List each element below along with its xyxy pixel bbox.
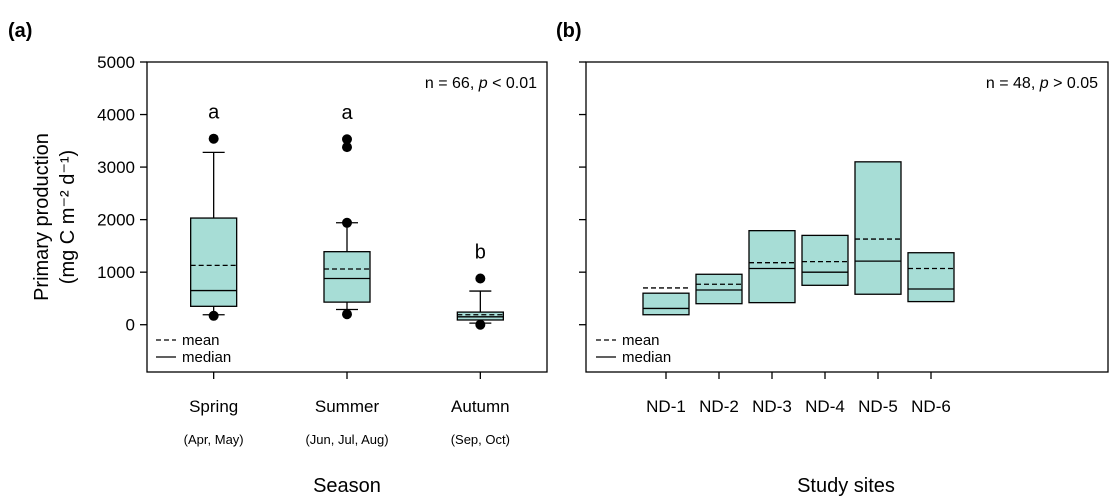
panel-a-label: (a) [8,20,32,42]
panel-a-x-title: Season [313,475,381,497]
y-tick-label: 1000 [97,263,135,282]
panel-b-stat-text: n = 48, p > 0.05 [986,75,1098,92]
y-tick-label: 5000 [97,53,135,72]
outlier-point [342,134,352,145]
x-sublabel: (Apr, May) [184,432,244,447]
box-nd-4 [801,234,849,286]
panel-a-x-axis: Spring (Apr, May) Summer (Jun, Jul, Aug) Aut… [184,372,510,447]
box-summer [323,251,371,303]
outlier-point [475,273,486,284]
box-nd-1 [642,292,690,316]
x-tick-label: Spring [189,397,238,416]
x-tick-label: ND-6 [911,397,951,416]
panel-b-frame [585,61,1109,373]
box-autumn [456,311,504,321]
outlier-point [342,142,352,153]
box-spring [190,217,238,307]
panel-b-boxes [642,161,955,316]
legend-mean-label: mean [182,332,220,349]
panel-b: (b) n = 48, p > 0.05 mean median ND-1 ND-… [556,20,1109,497]
x-tick-label: ND-2 [699,397,739,416]
legend-median-label: median [182,349,231,366]
outlier-point [208,133,219,144]
box-nd-2 [695,273,743,305]
panel-b-legend: mean median [596,332,671,366]
x-sublabel: (Jun, Jul, Aug) [305,432,388,447]
y-tick-label: 0 [126,316,135,335]
panel-a-stat-text: n = 66, p < 0.01 [425,75,537,92]
outlier-point [342,217,352,228]
y-axis-title-unit: (mg C m⁻² d⁻¹) [57,150,79,284]
panel-a: (a) 0 1000 2000 3000 4000 5000 a a b n = 66, p … [8,20,548,497]
panel-a-legend: mean median [156,332,231,366]
x-tick-label: ND-4 [805,397,845,416]
panel-b-label: (b) [556,20,582,42]
significance-letter: a [208,102,220,124]
y-tick-label: 4000 [97,106,135,125]
panel-b-y-axis [579,61,586,326]
x-tick-label: ND-3 [752,397,792,416]
x-sublabel: (Sep, Oct) [451,432,510,447]
legend-median-label: median [622,349,671,366]
outlier-point [342,309,352,320]
panel-b-x-title: Study sites [797,475,895,497]
outlier-point [208,310,219,321]
panel-a-boxes: a a b [190,102,504,330]
y-tick-label: 2000 [97,211,135,230]
y-axis-title: Primary production (mg C m⁻² d⁻¹) [31,133,79,301]
y-tick-label: 3000 [97,158,135,177]
box-nd-3 [748,230,796,304]
panel-b-x-axis: ND-1 ND-2 ND-3 ND-4 ND-5 ND-6 [646,372,951,416]
x-tick-label: ND-1 [646,397,686,416]
outlier-point [475,319,486,330]
significance-letter: a [341,102,353,124]
legend-mean-label: mean [622,332,660,349]
significance-letter: b [475,241,486,263]
box-nd-6 [907,252,955,303]
x-tick-label: Autumn [451,397,510,416]
x-tick-label: ND-5 [858,397,898,416]
panel-a-y-axis: 0 1000 2000 3000 4000 5000 [97,53,147,335]
x-tick-label: Summer [315,397,380,416]
y-axis-title-line1: Primary production [31,133,53,301]
box-nd-5 [854,161,902,295]
